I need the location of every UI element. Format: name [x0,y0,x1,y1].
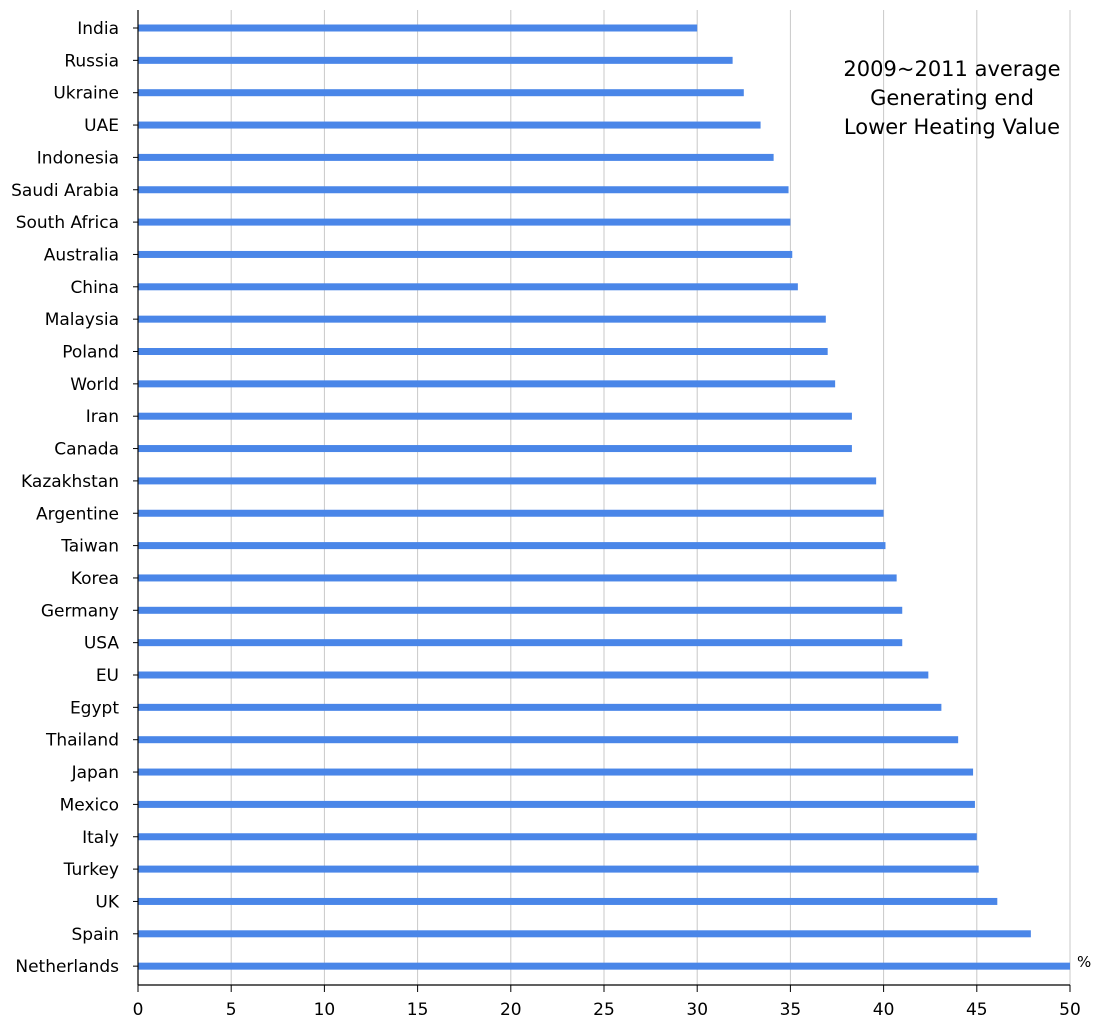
bar [138,542,886,550]
category-label: Australia [44,245,119,265]
axes [133,10,1071,992]
category-label: Japan [71,763,119,783]
bar [138,865,979,873]
bar [138,671,929,679]
bar [138,930,1031,938]
category-label: Taiwan [60,537,119,557]
category-label: UK [95,892,119,912]
category-label: India [77,19,119,39]
category-label: Netherlands [15,957,119,977]
bar [138,639,903,647]
x-tick-label: 25 [593,1000,615,1020]
category-label: Saudi Arabia [11,181,119,201]
bar [138,56,733,64]
x-unit-label: % [1077,953,1091,971]
x-tick-label: 5 [226,1000,237,1020]
category-label: Turkey [63,860,119,880]
x-tick-label: 45 [966,1000,988,1020]
category-label: UAE [84,116,119,136]
bar [138,89,744,97]
category-label: Ukraine [53,84,119,104]
category-label: Malaysia [45,310,119,330]
category-label: Spain [72,925,120,945]
category-label: World [70,375,119,395]
bar [138,768,974,776]
bar [138,348,828,355]
bar [138,509,884,517]
category-label: EU [96,666,119,686]
category-label: Mexico [60,795,119,815]
category-label: USA [84,634,120,654]
bar [138,606,903,614]
category-label: Egypt [70,698,119,718]
category-label: Kazakhstan [21,472,119,492]
bar [138,153,774,161]
x-tick-label: 10 [314,1000,336,1020]
category-label: Argentine [36,504,119,524]
category-label: South Africa [16,213,119,233]
bar [138,477,877,485]
category-label: Russia [64,51,119,71]
category-label: Canada [54,440,119,460]
x-tick-label: 30 [686,1000,708,1020]
x-tick-label: 50 [1059,1000,1081,1020]
annotation-line: 2009~2011 average [843,57,1060,81]
bar [138,962,1070,970]
category-label: China [70,278,119,298]
bar [138,218,791,226]
category-labels: India Russia Ukraine UAE Indonesia Saudi Arab… [11,19,120,977]
bar [138,897,998,905]
bar [138,445,852,453]
gridlines [230,10,1071,985]
bar [138,412,852,420]
bar [138,24,698,32]
x-tick-label: 0 [133,1000,144,1020]
bar [138,315,826,323]
bar [138,833,977,841]
bar [138,574,897,582]
category-label: Thailand [45,731,119,751]
x-tick-label: 15 [407,1000,429,1020]
bar [138,121,761,129]
bar [138,186,789,194]
x-tick-label: 40 [873,1000,895,1020]
annotation-line: Generating end [870,86,1034,110]
category-label: Italy [82,828,119,848]
annotation-line: Lower Heating Value [844,115,1060,139]
bar [138,736,959,744]
category-label: Poland [62,343,119,363]
bar [138,250,793,258]
category-label: Korea [71,569,119,589]
bar [138,380,836,388]
bar [138,703,942,711]
bar [138,800,975,808]
bars [138,24,1070,970]
chart-annotation: 2009~2011 average Generating end Lower Hea… [843,57,1060,139]
category-label: Iran [86,407,119,427]
tick-labels: 0 5 10 15 20 25 30 35 40 45 50 [133,1000,1081,1020]
x-tick-label: 35 [780,1000,802,1020]
bar [138,283,798,291]
x-tick-label: 20 [500,1000,522,1020]
category-label: Indonesia [37,148,119,168]
category-label: Germany [41,601,119,621]
